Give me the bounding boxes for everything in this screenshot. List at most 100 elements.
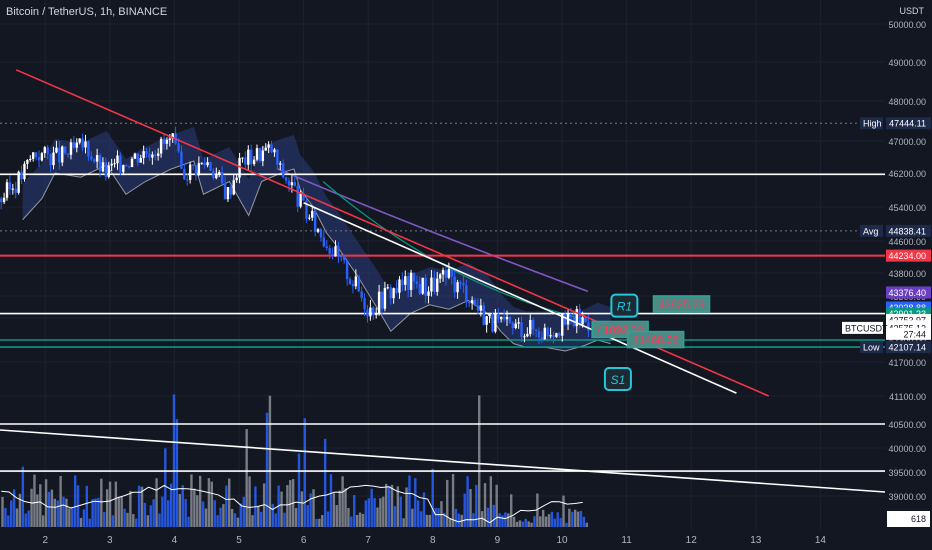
candle-body bbox=[165, 139, 169, 144]
candle-body bbox=[81, 138, 84, 148]
volume-bar bbox=[539, 516, 542, 527]
candle-body bbox=[255, 148, 259, 160]
volume-bar bbox=[178, 494, 182, 527]
candle-body bbox=[244, 157, 247, 165]
volume-bar bbox=[437, 508, 440, 527]
time-tick-label: 8 bbox=[430, 535, 436, 546]
candle-body bbox=[124, 165, 128, 167]
candle-body bbox=[302, 193, 305, 201]
volume-bar bbox=[85, 485, 88, 527]
volume-bar bbox=[114, 481, 118, 527]
volume-bar bbox=[10, 500, 13, 527]
annotation-value-box bbox=[652, 295, 711, 313]
volume-bar bbox=[91, 499, 94, 527]
annotation-value: 41468.58 bbox=[633, 335, 679, 347]
volume-bar bbox=[201, 501, 205, 527]
candle-body bbox=[133, 153, 137, 159]
candle-body bbox=[348, 279, 352, 284]
candle-body bbox=[218, 172, 221, 175]
candle-body bbox=[340, 255, 343, 257]
volume-bar bbox=[515, 521, 519, 527]
horizontal-levels[interactable] bbox=[0, 122, 885, 472]
candle-body bbox=[322, 237, 326, 247]
candle-body bbox=[337, 246, 340, 256]
volume-bar bbox=[169, 483, 173, 527]
time-axis[interactable]: 2 3 4 5 6 7 8 9 10 11 12 13 14 bbox=[0, 530, 932, 550]
volume-bar bbox=[463, 493, 466, 527]
candle-body bbox=[113, 163, 116, 165]
volume-bar bbox=[105, 489, 109, 527]
candle-body bbox=[17, 171, 20, 193]
time-tick-label: 3 bbox=[107, 535, 113, 546]
candle-body bbox=[139, 157, 142, 163]
volume-bar bbox=[149, 505, 152, 527]
candle-body bbox=[360, 291, 363, 298]
candle-body bbox=[468, 302, 471, 304]
candle-body bbox=[581, 317, 584, 325]
volume-bar bbox=[129, 490, 132, 527]
volume-bar bbox=[213, 500, 216, 527]
price-axis[interactable]: 39000.00 39500.00 40000.00 40500.00 41100.00… bbox=[842, 0, 932, 550]
candle-body bbox=[5, 182, 9, 198]
volume-bar bbox=[335, 505, 338, 527]
candle-body bbox=[517, 322, 520, 324]
candle-body bbox=[212, 170, 215, 179]
candle-body bbox=[168, 138, 172, 140]
candle-body bbox=[61, 146, 64, 163]
volume-bar bbox=[164, 448, 167, 527]
volume-bar bbox=[204, 508, 208, 527]
volume-bar bbox=[181, 485, 184, 527]
price-tick-label: 40000.00 bbox=[888, 444, 926, 454]
candle-body bbox=[369, 307, 372, 317]
candle-body bbox=[491, 314, 494, 332]
candle-body bbox=[366, 309, 369, 317]
volume-bar bbox=[355, 514, 359, 527]
candle-body bbox=[380, 291, 384, 309]
candle-body bbox=[290, 182, 294, 186]
candle-body bbox=[546, 327, 549, 337]
price-label-value: 42107.14 bbox=[888, 343, 926, 353]
volume-bar bbox=[408, 475, 411, 527]
candle-body bbox=[377, 291, 381, 313]
time-tick-label: 14 bbox=[815, 535, 827, 546]
volume-bar bbox=[390, 484, 394, 527]
volume-bar bbox=[303, 418, 307, 527]
price-tick-label: 42300.00 bbox=[888, 336, 926, 346]
candle-body bbox=[526, 333, 529, 337]
volume-ma-line bbox=[1, 484, 583, 524]
volume-bar bbox=[39, 484, 42, 527]
volume-bar bbox=[230, 508, 234, 527]
volume-bar bbox=[53, 498, 57, 527]
price-label-box bbox=[886, 327, 931, 340]
volume-bar bbox=[396, 486, 400, 527]
candle-body bbox=[154, 154, 157, 156]
volume-bar bbox=[184, 499, 187, 527]
volume-bar bbox=[475, 484, 478, 527]
volume-bar bbox=[312, 489, 315, 527]
candle-body bbox=[287, 180, 291, 186]
candle-body bbox=[395, 288, 398, 293]
volume-bar bbox=[419, 511, 423, 527]
volume-bar bbox=[518, 520, 522, 527]
candle-body bbox=[453, 276, 456, 293]
price-axis-bg bbox=[885, 0, 932, 550]
volume-bar bbox=[44, 479, 48, 527]
volume-bar bbox=[161, 496, 164, 527]
annotation-box bbox=[610, 293, 639, 318]
volume-bar bbox=[411, 508, 414, 527]
candle-body bbox=[34, 152, 38, 158]
annotation-label: R1 bbox=[617, 300, 632, 314]
candle-body bbox=[418, 284, 421, 294]
volume-bar bbox=[12, 489, 16, 527]
volume-bar bbox=[100, 478, 103, 527]
candle-body bbox=[20, 171, 23, 180]
candle-body bbox=[206, 162, 209, 166]
volume-bar bbox=[446, 479, 449, 527]
candle-body bbox=[40, 153, 44, 161]
volume-value-box bbox=[887, 511, 930, 527]
volume-bar bbox=[466, 476, 469, 527]
candle-body bbox=[409, 272, 413, 290]
price-tick-label: 50000.00 bbox=[888, 20, 926, 30]
